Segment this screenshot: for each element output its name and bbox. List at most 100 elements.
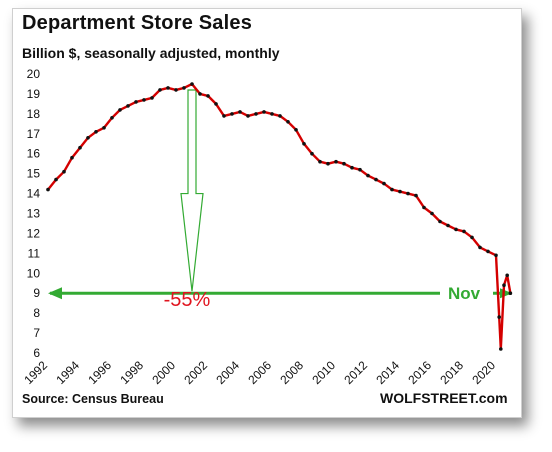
y-tick-label: 15	[27, 167, 41, 181]
drop-percent-label: -55%	[164, 289, 211, 311]
data-point	[470, 235, 474, 240]
data-point	[158, 88, 162, 92]
data-point	[497, 315, 502, 319]
data-point	[286, 120, 290, 124]
x-tick-label: 2000	[149, 358, 178, 387]
chart-frame	[12, 8, 522, 418]
data-point	[126, 104, 130, 108]
data-point	[342, 161, 346, 166]
data-point	[102, 126, 106, 130]
data-point	[270, 112, 274, 116]
data-point	[366, 173, 370, 178]
data-point	[310, 151, 314, 156]
y-tick-label: 17	[27, 127, 41, 141]
data-point	[318, 159, 322, 164]
data-point	[214, 102, 218, 106]
data-point	[302, 142, 306, 146]
y-tick-label: 20	[27, 67, 41, 81]
y-tick-label: 16	[27, 147, 41, 161]
data-point	[198, 92, 202, 96]
x-tick-label: 2010	[309, 358, 338, 387]
data-point	[462, 229, 466, 234]
data-point	[350, 165, 354, 170]
data-point	[326, 161, 330, 166]
x-axis: 1992 1994 1996 1998 2000 2002 2004 2006 2008 2010…	[21, 358, 498, 387]
data-point	[422, 205, 426, 210]
data-point	[438, 219, 442, 224]
x-tick-label: 2004	[213, 358, 242, 387]
data-point	[86, 136, 90, 140]
data-point	[486, 249, 490, 254]
data-point	[406, 191, 410, 196]
data-point	[262, 110, 266, 114]
x-tick-label: 2012	[341, 358, 370, 387]
data-point	[446, 223, 450, 228]
x-tick-label: 2008	[277, 358, 306, 387]
chart-title: Department Store Sales	[22, 12, 253, 34]
data-point	[230, 112, 234, 116]
data-point	[505, 273, 510, 278]
data-point	[430, 211, 434, 216]
y-tick-label: 9	[33, 286, 40, 300]
data-point	[398, 189, 402, 194]
x-tick-label: 2016	[405, 358, 434, 387]
data-point	[278, 114, 282, 118]
data-point	[222, 114, 226, 118]
y-tick-label: 19	[27, 87, 41, 101]
y-tick-label: 12	[27, 226, 41, 240]
x-tick-label: 2018	[437, 358, 466, 387]
data-point	[334, 159, 338, 164]
x-tick-label: 1998	[117, 358, 146, 387]
data-point	[54, 177, 58, 182]
data-point	[358, 167, 362, 172]
data-point	[382, 181, 386, 186]
data-point	[478, 245, 482, 250]
data-point	[142, 98, 146, 102]
data-point	[46, 187, 50, 192]
data-point	[166, 86, 170, 90]
drop-arrow	[180, 89, 204, 292]
data-point	[238, 110, 242, 114]
data-point	[70, 155, 74, 160]
data-point	[190, 82, 194, 86]
source-note: Source: Census Bureau	[22, 392, 164, 406]
data-point	[294, 128, 298, 132]
brand-watermark: WOLFSTREET.com	[380, 390, 508, 406]
y-tick-label: 13	[27, 207, 41, 221]
data-point	[78, 145, 82, 150]
y-tick-label: 7	[33, 326, 40, 340]
data-point	[499, 347, 503, 351]
data-point	[414, 193, 418, 198]
data-point	[390, 187, 394, 192]
data-point	[94, 130, 98, 134]
data-point	[508, 291, 513, 296]
x-tick-label: 2014	[373, 358, 402, 387]
data-point	[134, 100, 138, 104]
data-point	[206, 94, 210, 98]
data-point	[118, 108, 122, 112]
y-tick-label: 14	[27, 187, 41, 201]
x-tick-label: 1992	[21, 358, 50, 387]
y-tick-label: 18	[27, 107, 41, 121]
x-tick-label: 1996	[85, 358, 114, 387]
data-point	[174, 88, 178, 92]
x-tick-label: 2002	[181, 358, 210, 387]
series-path	[47, 82, 512, 351]
data-point	[110, 116, 114, 120]
data-point	[182, 86, 186, 90]
y-tick-label: 8	[33, 306, 40, 320]
x-tick-label: 2006	[245, 358, 274, 387]
y-tick-label: 11	[28, 246, 41, 260]
data-point	[494, 253, 498, 258]
latest-month-label: Nov	[448, 284, 481, 303]
data-point	[62, 169, 66, 174]
y-tick-label: 6	[33, 346, 40, 360]
drop-arrow-shape	[180, 89, 204, 292]
x-tick-label: 1994	[53, 358, 82, 387]
x-tick-label: 2020	[469, 358, 498, 387]
data-point	[150, 96, 154, 100]
data-point	[254, 112, 258, 116]
y-tick-label: 10	[27, 266, 41, 280]
reference-arrowhead-left	[48, 287, 62, 300]
